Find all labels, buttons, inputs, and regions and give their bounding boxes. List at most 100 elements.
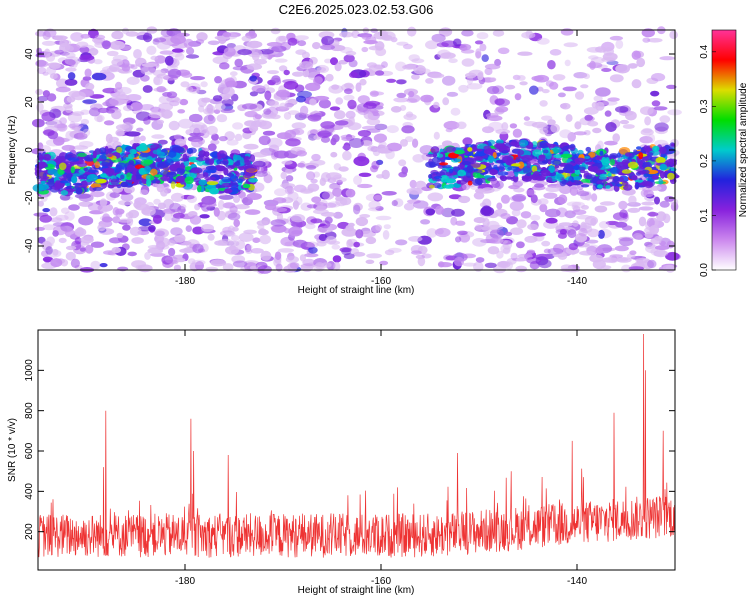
heatmap-cell [618,200,628,210]
heatmap-cell [653,250,669,258]
heatmap-cell [665,252,681,261]
heatmap-cell [201,97,212,103]
heatmap-cell [76,226,84,237]
heatmap-cell [129,148,137,155]
heatmap-cell [585,174,597,180]
heatmap-cell [472,171,481,178]
heatmap-cell [61,144,75,151]
heatmap-cell [580,184,590,188]
heatmap-cell [66,96,76,103]
heatmap-cell [431,33,446,43]
heatmap-cell [589,254,604,263]
heatmap-cell [590,217,597,227]
heatmap-cell [64,78,78,86]
heatmap-cell [647,133,656,144]
heatmap-cell [258,229,269,236]
heatmap-cell [483,231,490,237]
heatmap-cell [517,51,533,56]
colorbar-tick-label: 0.1 [699,208,710,222]
y-tick-label: 800 [24,402,35,419]
heatmap-cell [172,146,185,153]
heatmap-cell [313,112,324,118]
heatmap-cell [572,176,582,181]
heatmap-cell [195,156,208,161]
heatmap-cell [222,87,235,97]
heatmap-cell [249,75,257,82]
heatmap-cell [270,27,281,35]
heatmap-cell [479,43,487,52]
heatmap-cell [214,240,228,246]
heatmap-cell [548,165,555,173]
heatmap-cell [319,220,331,229]
heatmap-cell [550,159,562,166]
heatmap-cell [644,116,651,126]
heatmap-cell [521,175,530,180]
heatmap-cell [180,81,190,88]
heatmap-cell [488,121,504,131]
heatmap-cell [207,233,215,241]
heatmap-cell [119,45,132,50]
heatmap-cell [605,122,617,132]
heatmap-cell [524,235,538,243]
heatmap-cell [439,175,450,183]
heatmap-cell [531,121,548,128]
heatmap-cell [84,154,96,162]
heatmap-cell [102,87,118,94]
heatmap-cell [665,251,680,261]
heatmap-cell [110,178,119,186]
heatmap-cell [178,118,194,129]
heatmap-cell [86,174,98,182]
heatmap-cell [659,115,671,124]
heatmap-cell [45,249,62,258]
heatmap-cell [189,89,200,94]
heatmap-cell [298,113,311,119]
heatmap-cell [376,159,384,165]
heatmap-cell [317,130,331,139]
heatmap-cell [486,220,500,231]
heatmap-cell [234,204,250,210]
heatmap-cell [659,146,667,155]
heatmap-cell [445,146,457,153]
heatmap-cell [355,82,362,92]
heatmap-cell [330,57,338,66]
heatmap-cell [210,259,227,267]
heatmap-cell [297,40,307,47]
heatmap-cell [607,172,612,178]
heatmap-cell [526,256,542,264]
heatmap-cell [467,180,473,186]
heatmap-cell [370,165,379,173]
heatmap-cell [518,161,525,169]
heatmap-cell [614,245,629,252]
heatmap-cell [292,201,301,207]
heatmap-cell [47,169,58,175]
heatmap-cell [186,194,197,204]
heatmap-cell [541,160,549,164]
heatmap-cell [419,68,431,74]
heatmap-cell [196,32,208,42]
heatmap-cell [251,85,266,93]
heatmap-cell [662,213,671,224]
heatmap-cell [550,123,560,133]
heatmap-cell [659,200,670,208]
heatmap-cell [497,171,509,176]
heatmap-cell [214,102,226,111]
heatmap-cell [223,47,236,57]
heatmap-cell [593,169,605,174]
heatmap-cell [498,239,508,244]
heatmap-cell [624,152,633,157]
heatmap-cell [458,195,471,204]
heatmap-cell [54,181,65,189]
heatmap-cell [609,158,616,166]
heatmap-cell [184,166,191,171]
heatmap-cell [154,157,162,163]
heatmap-cell [70,166,76,174]
heatmap-cell [130,64,138,70]
heatmap-cell [360,230,376,238]
heatmap-cell [475,48,482,59]
heatmap-cell [78,141,94,148]
heatmap-cell [264,90,272,101]
heatmap-cell [577,149,584,155]
heatmap-cell [341,227,358,237]
heatmap-cell [60,259,69,267]
heatmap-cell [401,125,415,134]
